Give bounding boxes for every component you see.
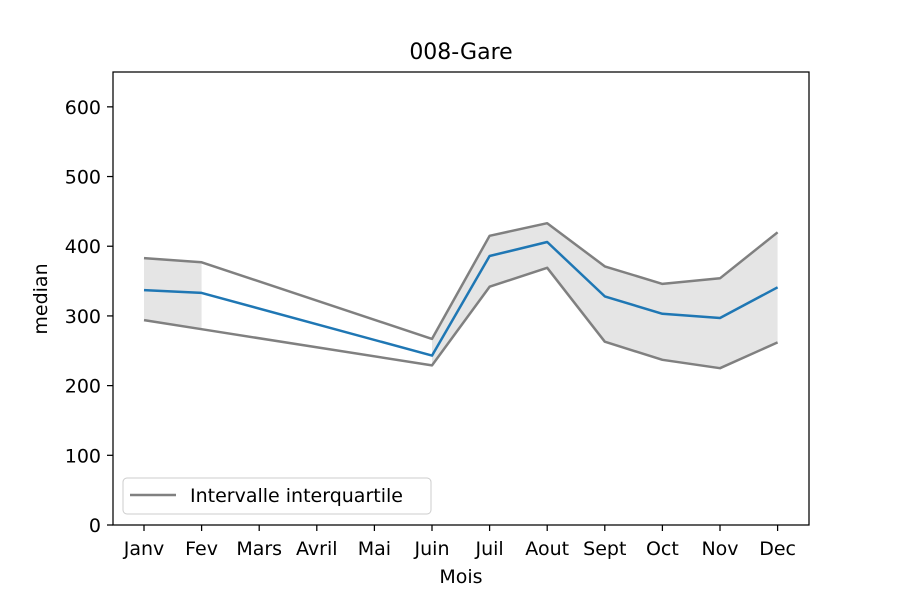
y-axis-ticks: 0 100 200 300 400 500 600	[65, 97, 113, 537]
plot-frame	[112, 71, 810, 526]
x-axis-title: Mois	[439, 566, 482, 588]
x-tick-label: Mars	[236, 538, 282, 560]
x-tick-label: Aout	[525, 538, 569, 560]
x-tick-label: Oct	[646, 538, 679, 560]
series-line-median	[143, 240, 779, 357]
y-tick-label: 500	[65, 167, 101, 189]
series-line-q3	[143, 221, 779, 341]
x-tick-label: Juil	[474, 538, 503, 560]
y-tick-label: 100	[65, 445, 101, 467]
series-lines	[143, 221, 779, 370]
y-tick-label: 400	[65, 236, 101, 258]
x-tick-label: Fev	[185, 538, 218, 560]
x-tick-label: Mai	[358, 538, 391, 560]
x-tick-label: Sept	[583, 538, 626, 560]
chart-title: 008-Gare	[409, 40, 512, 65]
y-axis-title: median	[30, 263, 52, 334]
series-line-q1	[143, 266, 779, 370]
axes	[112, 71, 810, 526]
x-tick-label: Janv	[123, 538, 165, 560]
x-tick-label: Dec	[759, 538, 796, 560]
x-tick-label: Juin	[414, 538, 450, 560]
legend: Intervalle interquartile	[122, 477, 432, 515]
y-tick-label: 600	[65, 97, 101, 119]
y-tick-label: 0	[89, 515, 101, 537]
x-tick-label: Avril	[296, 538, 338, 560]
legend-label: Intervalle interquartile	[190, 485, 403, 507]
iqr-band-1	[144, 258, 202, 330]
y-tick-label: 300	[65, 306, 101, 328]
x-tick-label: Nov	[701, 538, 738, 560]
y-tick-label: 200	[65, 376, 101, 398]
legend-frame	[122, 477, 432, 515]
x-axis-ticks: Janv Fev Mars Avril Mai Juin Juil Aout Sept Oct No…	[123, 525, 796, 560]
